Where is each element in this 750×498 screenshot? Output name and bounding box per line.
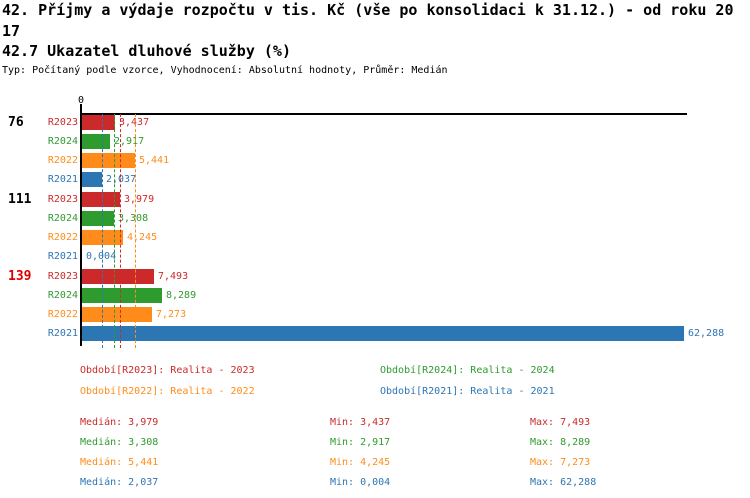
bar-value-label: 8,289 xyxy=(166,290,197,301)
stats-min-R2023: Min: 3,437 xyxy=(330,417,391,428)
series-label: R2021 xyxy=(47,328,78,339)
bar-R2021 xyxy=(82,172,102,187)
stats-min-R2021: Min: 0,004 xyxy=(330,477,391,488)
stats-max-R2023: Max: 7,493 xyxy=(530,417,591,428)
chart-meta: Typ: Počítaný podle vzorce, Vyhodnocení:… xyxy=(2,65,448,76)
series-label: R2024 xyxy=(47,290,78,301)
series-label: R2021 xyxy=(47,174,78,185)
bar-value-label: 2,917 xyxy=(114,136,145,147)
axis-zero-label: 0 xyxy=(77,95,85,106)
median-line-R2023 xyxy=(120,114,122,348)
bar-value-label: 3,979 xyxy=(124,194,155,205)
bar-R2023 xyxy=(82,192,120,207)
bar-R2024 xyxy=(82,134,110,149)
median-line-R2024 xyxy=(113,114,115,348)
series-label: R2022 xyxy=(47,309,78,320)
series-label: R2024 xyxy=(47,213,78,224)
legend-item-R2023: Období[R2023]: Realita - 2023 xyxy=(80,365,255,376)
series-label: R2023 xyxy=(47,194,78,205)
stats-median-R2022: Medián: 5,441 xyxy=(80,457,159,468)
series-label: R2022 xyxy=(47,232,78,243)
stats-max-R2024: Max: 8,289 xyxy=(530,437,591,448)
bar-R2023 xyxy=(82,115,115,130)
legend-item-R2022: Období[R2022]: Realita - 2022 xyxy=(80,386,255,397)
y-axis-line xyxy=(80,104,82,346)
bar-R2021 xyxy=(82,326,684,341)
bar-R2022 xyxy=(82,307,152,322)
median-line-R2021 xyxy=(101,114,103,348)
chart-title-line-2: 17 xyxy=(2,22,21,40)
stats-max-R2021: Max: 62,288 xyxy=(530,477,597,488)
series-label: R2024 xyxy=(47,136,78,147)
chart-title-line-1: 42. Příjmy a výdaje rozpočtu v tis. Kč (… xyxy=(2,1,734,19)
bar-value-label: 7,273 xyxy=(156,309,187,320)
series-label: R2023 xyxy=(47,117,78,128)
bar-R2023 xyxy=(82,269,154,284)
bar-value-label: 0,004 xyxy=(86,251,117,262)
bar-value-label: 4,245 xyxy=(127,232,158,243)
group-label: 76 xyxy=(8,115,24,130)
bar-R2024 xyxy=(82,211,114,226)
series-label: R2023 xyxy=(47,271,78,282)
bar-value-label: 3,308 xyxy=(118,213,149,224)
stats-max-R2022: Max: 7,273 xyxy=(530,457,591,468)
bar-value-label: 62,288 xyxy=(688,328,725,339)
chart-subtitle: 42.7 Ukazatel dluhové služby (%) xyxy=(2,42,291,60)
x-axis-line xyxy=(80,113,687,115)
stats-median-R2021: Medián: 2,037 xyxy=(80,477,159,488)
group-label: 111 xyxy=(8,192,32,207)
series-label: R2022 xyxy=(47,155,78,166)
stats-min-R2024: Min: 2,917 xyxy=(330,437,391,448)
group-label: 139 xyxy=(8,269,32,284)
bar-R2022 xyxy=(82,153,135,168)
median-line-R2022 xyxy=(134,114,136,348)
stats-min-R2022: Min: 4,245 xyxy=(330,457,391,468)
legend-item-R2024: Období[R2024]: Realita - 2024 xyxy=(380,365,555,376)
bar-R2024 xyxy=(82,288,162,303)
bar-value-label: 3,437 xyxy=(119,117,150,128)
series-label: R2021 xyxy=(47,251,78,262)
bar-value-label: 7,493 xyxy=(158,271,189,282)
legend-item-R2021: Období[R2021]: Realita - 2021 xyxy=(380,386,555,397)
stats-median-R2023: Medián: 3,979 xyxy=(80,417,159,428)
stats-median-R2024: Medián: 3,308 xyxy=(80,437,159,448)
bar-value-label: 5,441 xyxy=(139,155,170,166)
